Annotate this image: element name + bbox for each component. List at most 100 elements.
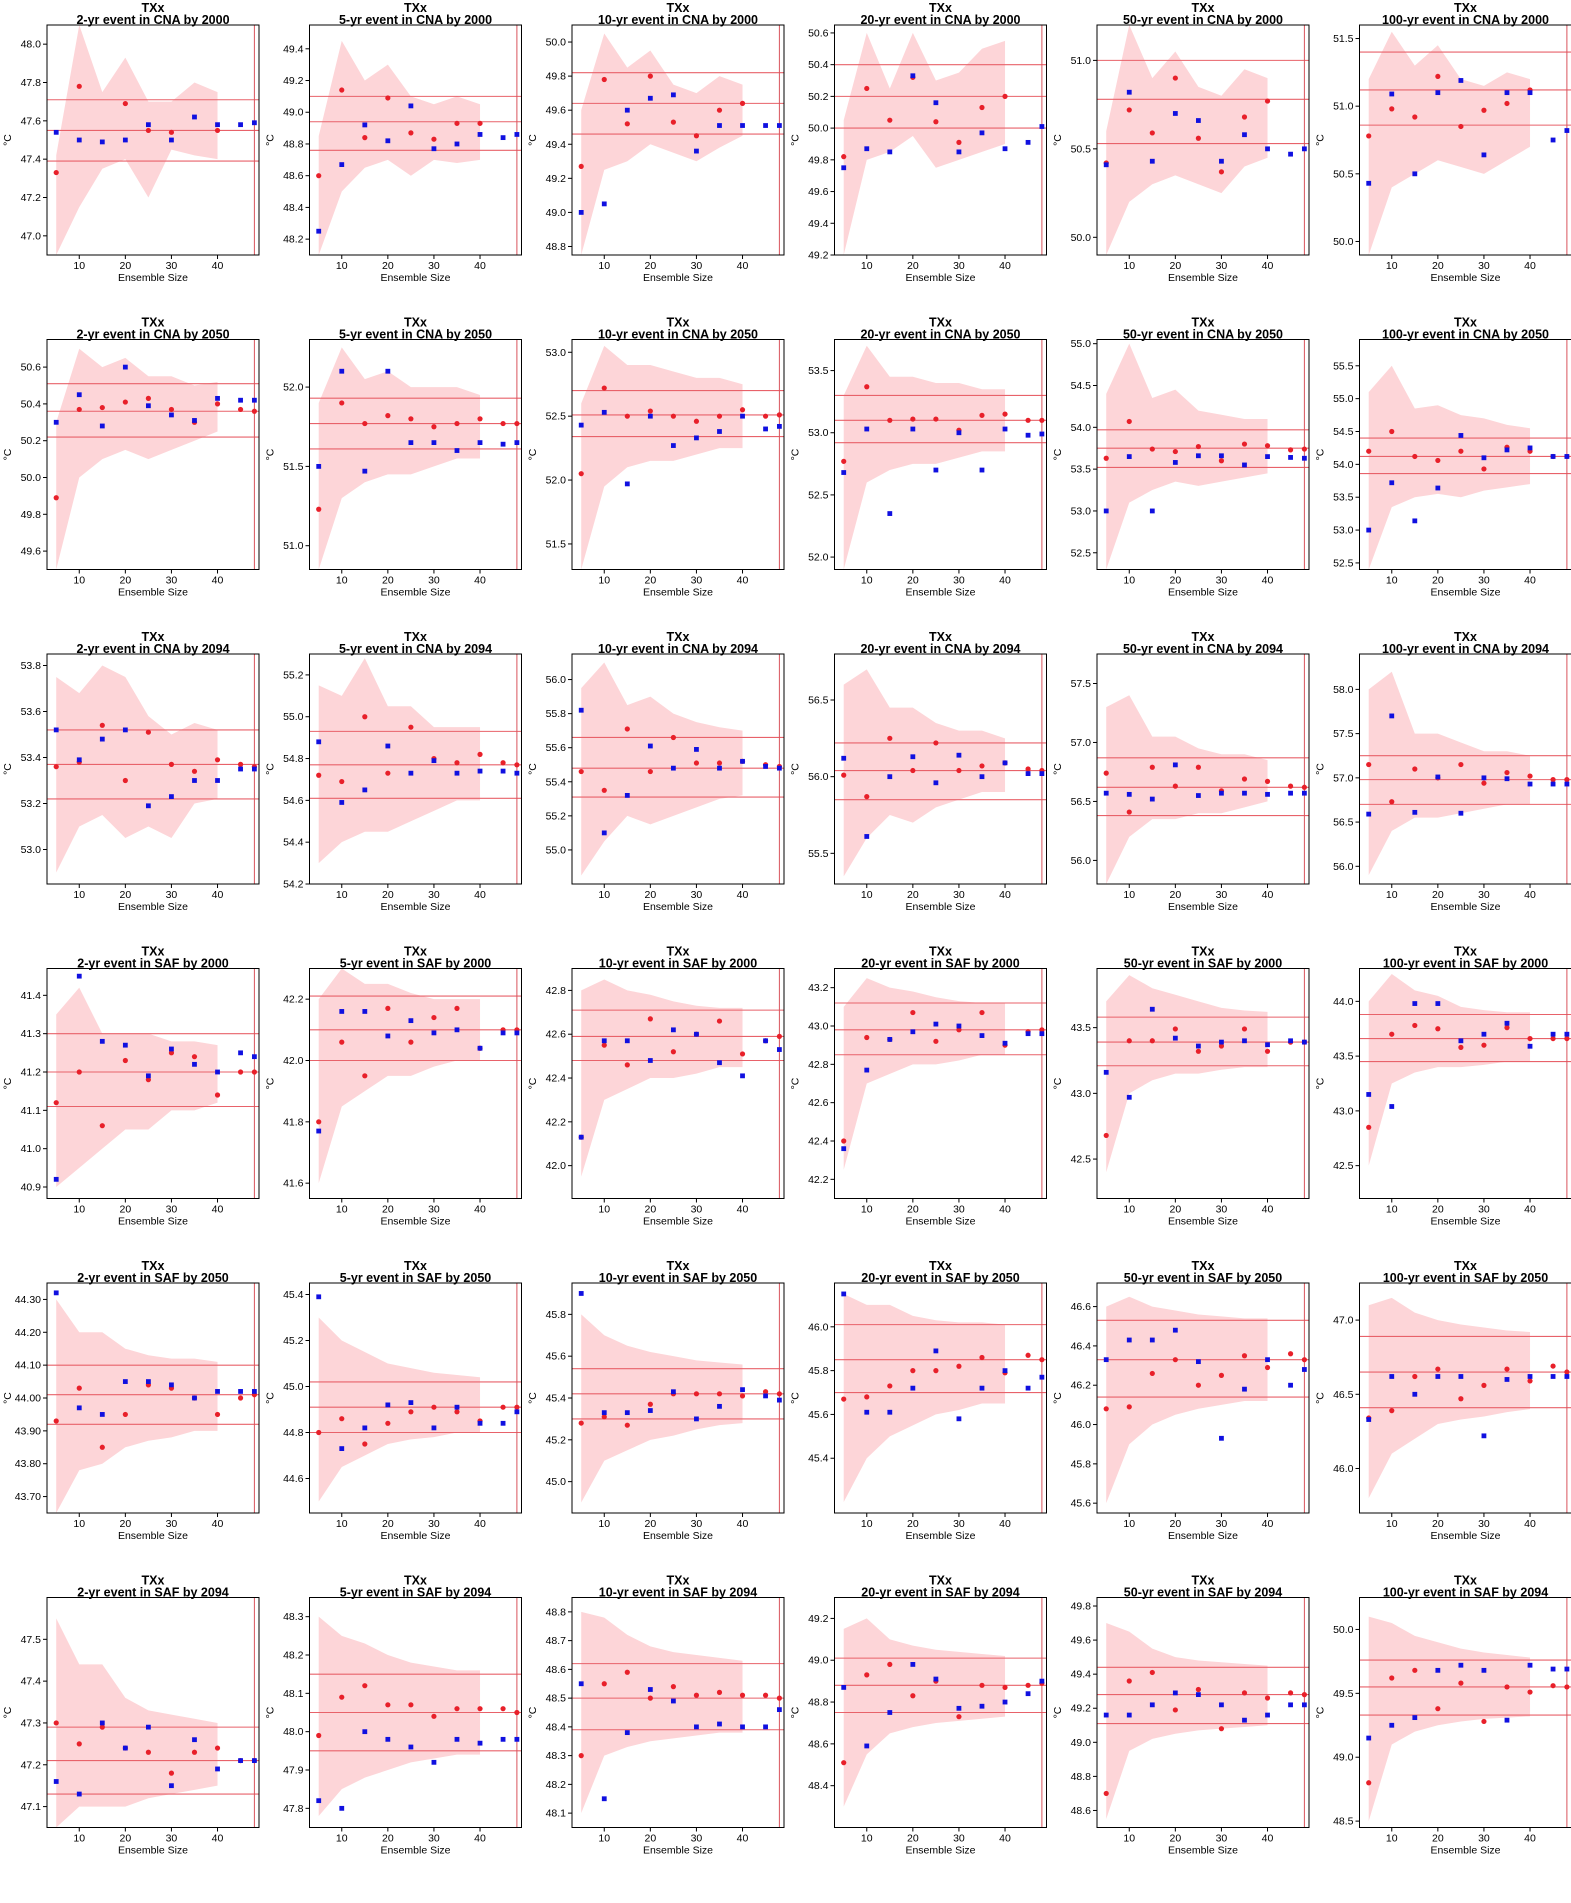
x-tick-label: 30 bbox=[428, 1204, 440, 1216]
uncertainty-band bbox=[56, 987, 218, 1187]
y-tick-label: 50.4 bbox=[808, 59, 829, 71]
x-tick-label: 10 bbox=[73, 260, 85, 272]
x-axis-label: Ensemble Size bbox=[380, 901, 450, 913]
data-point-blue bbox=[670, 92, 676, 98]
data-point-red bbox=[1103, 1790, 1109, 1797]
y-tick-label: 45.0 bbox=[546, 1476, 567, 1488]
data-point-blue bbox=[169, 412, 174, 418]
data-point-blue bbox=[1366, 527, 1372, 533]
data-point-blue bbox=[1288, 151, 1293, 157]
data-point-blue bbox=[192, 1395, 197, 1401]
data-point-blue bbox=[122, 137, 128, 143]
data-point-red bbox=[1025, 417, 1031, 423]
data-point-blue bbox=[776, 123, 782, 128]
data-point-red bbox=[316, 1119, 322, 1125]
uncertainty-band bbox=[318, 658, 481, 864]
x-tick-label: 10 bbox=[861, 889, 873, 901]
data-point-blue bbox=[601, 1038, 607, 1044]
data-point-blue bbox=[887, 1409, 893, 1415]
data-point-blue bbox=[864, 1409, 870, 1415]
data-point-blue bbox=[670, 765, 676, 771]
x-axis-label: Ensemble Size bbox=[380, 272, 450, 284]
data-point-blue bbox=[1366, 1417, 1372, 1422]
x-tick-label: 20 bbox=[382, 889, 394, 901]
data-point-blue bbox=[316, 739, 322, 745]
data-point-red bbox=[76, 83, 82, 89]
data-point-blue bbox=[647, 413, 653, 419]
data-point-red bbox=[316, 772, 322, 778]
data-point-blue bbox=[1366, 811, 1372, 817]
data-point-blue bbox=[740, 1073, 745, 1079]
data-point-red bbox=[1149, 446, 1155, 452]
data-point-blue bbox=[1002, 146, 1008, 152]
y-tick-label: 46.4 bbox=[1071, 1340, 1092, 1352]
data-point-blue bbox=[1195, 1359, 1201, 1365]
uncertainty-band bbox=[581, 662, 743, 876]
y-tick-label: 53.5 bbox=[1071, 464, 1092, 476]
data-point-red bbox=[1218, 458, 1225, 464]
data-point-red bbox=[477, 120, 483, 126]
data-point-blue bbox=[1564, 128, 1570, 133]
plot-area bbox=[1097, 25, 1309, 255]
y-tick-label: 53.8 bbox=[21, 660, 42, 672]
uncertainty-band bbox=[56, 25, 218, 255]
data-point-blue bbox=[1301, 790, 1307, 796]
data-point-blue bbox=[694, 1416, 699, 1422]
data-point-blue bbox=[601, 1410, 607, 1416]
x-tick-label: 10 bbox=[1386, 889, 1398, 901]
data-point-blue bbox=[1172, 460, 1178, 465]
data-point-blue bbox=[694, 435, 699, 441]
data-point-blue bbox=[339, 800, 345, 805]
panel-title: TXx bbox=[142, 1, 165, 15]
uncertainty-band bbox=[581, 345, 743, 570]
data-point-blue bbox=[385, 1033, 391, 1039]
x-axis-label: Ensemble Size bbox=[118, 1216, 188, 1228]
chart-panel: 10 20 30 40 45.6 45.8 46.0 46.2 46.4 46.6 TXx50-yr… bbox=[1052, 1259, 1310, 1542]
y-tick-label: 48.6 bbox=[546, 1664, 567, 1676]
data-point-blue bbox=[1301, 1367, 1307, 1372]
data-point-red bbox=[624, 1062, 630, 1068]
data-point-red bbox=[1172, 75, 1178, 81]
data-point-red bbox=[601, 1042, 607, 1048]
data-point-blue bbox=[454, 1027, 460, 1033]
y-tick-label: 57.0 bbox=[1333, 772, 1354, 784]
data-point-blue bbox=[251, 120, 257, 126]
uncertainty-band bbox=[1106, 1623, 1268, 1819]
x-tick-label: 10 bbox=[1123, 1204, 1135, 1216]
x-axis-label: Ensemble Size bbox=[380, 1845, 450, 1857]
y-tick-label: 50.4 bbox=[21, 398, 42, 410]
x-tick-label: 10 bbox=[1386, 575, 1398, 587]
x-tick-label: 40 bbox=[737, 1204, 749, 1216]
plot-area bbox=[309, 1597, 522, 1828]
data-point-blue bbox=[1242, 790, 1247, 796]
y-tick-label: 49.8 bbox=[546, 71, 567, 83]
data-point-blue bbox=[1412, 518, 1418, 524]
panel-subtitle: 100-yr event in SAF by 2050 bbox=[1383, 1271, 1548, 1285]
data-point-blue bbox=[864, 1067, 870, 1073]
y-tick-label: 49.0 bbox=[1071, 1737, 1092, 1749]
chart-panel: 10 20 30 40 48.8 49.0 49.2 49.4 49.6 49.8 50.0 TXx1… bbox=[527, 1, 785, 284]
data-point-blue bbox=[1550, 1031, 1556, 1037]
y-tick-label: 46.2 bbox=[1071, 1380, 1092, 1392]
data-point-blue bbox=[215, 395, 220, 401]
plot-area bbox=[1097, 339, 1309, 570]
data-point-red bbox=[214, 1411, 221, 1418]
y-tick-label: 54.0 bbox=[1071, 422, 1092, 434]
data-point-blue bbox=[1458, 78, 1464, 83]
x-tick-label: 30 bbox=[691, 1204, 703, 1216]
data-point-red bbox=[339, 1416, 345, 1422]
data-point-blue bbox=[740, 413, 745, 419]
data-point-red bbox=[316, 506, 322, 512]
data-point-blue bbox=[1458, 433, 1464, 438]
y-tick-label: 55.5 bbox=[1333, 360, 1354, 372]
y-tick-label: 48.3 bbox=[546, 1750, 567, 1762]
data-point-red bbox=[601, 385, 607, 391]
data-point-blue bbox=[1288, 455, 1293, 460]
data-point-red bbox=[933, 1038, 939, 1044]
data-point-red bbox=[578, 163, 584, 170]
data-point-red bbox=[739, 1692, 746, 1698]
x-axis-label: Ensemble Size bbox=[643, 1530, 713, 1542]
panel-subtitle: 20-yr event in SAF by 2050 bbox=[861, 1271, 1019, 1285]
data-point-blue bbox=[1435, 485, 1441, 491]
